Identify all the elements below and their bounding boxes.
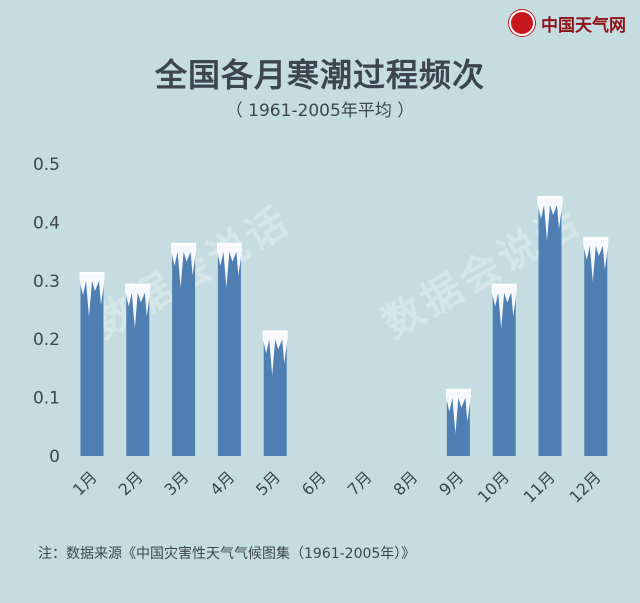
y-axis-ticks: 0 0.1 0.2 0.3 0.4 0.5	[33, 155, 60, 467]
x-tick-label: 11月	[520, 467, 559, 506]
y-tick-label: 0.4	[33, 213, 60, 233]
ice-cap	[583, 236, 609, 282]
x-tick-label: 6月	[298, 467, 330, 499]
y-tick-label: 0.5	[33, 155, 60, 175]
bar	[445, 388, 471, 456]
chart-title: 全国各月寒潮过程频次	[154, 56, 485, 94]
x-tick-label: 5月	[252, 467, 284, 499]
chart-subtitle: （ 1961-2005年平均 ）	[225, 101, 415, 121]
brand-logo: 中国天气网	[509, 10, 626, 36]
y-tick-label: 0.1	[33, 389, 60, 409]
x-tick-label: 7月	[344, 467, 376, 499]
x-tick-label: 1月	[69, 467, 101, 499]
y-tick-label: 0	[49, 447, 60, 467]
x-tick-label: 12月	[565, 467, 604, 506]
x-tick-label: 2月	[115, 467, 147, 499]
x-tick-label: 9月	[435, 467, 467, 499]
x-tick-label: 10月	[474, 467, 513, 506]
bar	[262, 330, 288, 456]
ice-cap	[445, 388, 471, 434]
x-tick-label: 3月	[160, 467, 192, 499]
x-tick-label: 4月	[206, 467, 238, 499]
ice-cap	[262, 330, 288, 376]
bar	[79, 271, 105, 456]
bar	[583, 236, 609, 456]
y-tick-label: 0.2	[33, 330, 60, 350]
bar	[537, 196, 563, 457]
ice-cap	[537, 196, 563, 242]
bar	[171, 242, 197, 456]
seal-icon	[509, 10, 535, 36]
bar	[125, 283, 151, 456]
ice-cap	[491, 283, 517, 329]
ice-cap	[79, 271, 105, 317]
brand-name: 中国天气网	[541, 15, 626, 36]
x-tick-label: 8月	[389, 467, 421, 499]
bar	[216, 242, 242, 456]
y-tick-label: 0.3	[33, 272, 60, 292]
x-axis-ticks: 1月 2月 3月 4月 5月 6月 7月 8月 9月 10月 11月 12月	[69, 467, 605, 506]
ice-cap	[171, 242, 197, 288]
source-note: 注：数据来源《中国灾害性天气气候图集（1961-2005年）》	[38, 546, 416, 562]
ice-cap	[125, 283, 151, 329]
bars	[79, 196, 609, 457]
bar	[491, 283, 517, 456]
ice-cap	[216, 242, 242, 288]
